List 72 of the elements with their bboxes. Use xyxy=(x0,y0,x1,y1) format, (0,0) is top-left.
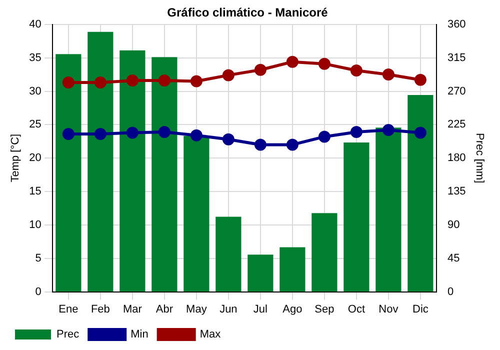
x-tick-label: Dic xyxy=(412,303,429,316)
x-tick-label: Nov xyxy=(378,303,399,316)
point xyxy=(62,128,74,140)
y2-tick-label: 0 xyxy=(447,286,454,298)
bar xyxy=(408,94,434,292)
point xyxy=(414,126,426,139)
bar xyxy=(152,57,178,292)
bar xyxy=(216,216,242,292)
point xyxy=(414,74,426,86)
point xyxy=(94,76,106,89)
point xyxy=(190,75,202,88)
point xyxy=(350,126,362,138)
point xyxy=(382,68,394,81)
bar xyxy=(376,128,402,292)
y2-tick-label: 315 xyxy=(447,52,466,64)
y2-tick-label: 90 xyxy=(447,218,460,231)
y-tick-label: 20 xyxy=(29,152,42,164)
point xyxy=(222,69,234,82)
y2-tick-label: 270 xyxy=(447,85,466,98)
point xyxy=(318,130,330,143)
x-tick-label: May xyxy=(186,303,208,316)
y-tick-label: 0 xyxy=(35,286,42,298)
point xyxy=(286,56,298,68)
x-tick-label: Feb xyxy=(90,303,110,316)
x-tick-label: Oct xyxy=(348,303,366,316)
bar xyxy=(88,32,114,292)
bar xyxy=(312,213,338,292)
bar xyxy=(120,50,146,292)
point xyxy=(62,76,74,89)
point xyxy=(222,133,234,146)
y-axis-title: Temp [°C] xyxy=(10,134,22,182)
x-tick-label: Sep xyxy=(314,303,334,316)
point xyxy=(190,129,202,142)
x-tick-label: Ene xyxy=(58,303,78,316)
point xyxy=(158,126,170,138)
y2-tick-label: 45 xyxy=(447,252,460,264)
legend-label: Min xyxy=(130,328,148,341)
y2-axis-title: Prec [mm] xyxy=(473,133,486,184)
legend-label: Prec xyxy=(56,328,80,341)
y-tick-label: 5 xyxy=(35,252,42,264)
y-tick-label: 30 xyxy=(29,85,42,98)
point xyxy=(382,124,394,136)
bar xyxy=(248,254,274,292)
chart-title: Gráfico climático - Manicoré xyxy=(167,6,328,20)
x-tick-label: Abr xyxy=(156,303,174,316)
bar xyxy=(184,136,210,292)
x-tick-label: Jul xyxy=(253,303,268,316)
bar xyxy=(280,247,306,292)
y2-tick-label: 225 xyxy=(447,118,466,131)
x-tick-label: Mar xyxy=(122,303,142,316)
y2-tick-label: 180 xyxy=(447,152,466,164)
point xyxy=(158,74,170,87)
x-tick-label: Ago xyxy=(282,303,302,316)
point xyxy=(350,64,362,77)
point xyxy=(318,58,330,70)
y-tick-label: 15 xyxy=(29,186,42,198)
y-tick-label: 10 xyxy=(29,218,42,231)
y2-tick-label: 135 xyxy=(447,186,466,198)
point xyxy=(126,74,138,87)
y2-tick-label: 360 xyxy=(447,18,466,30)
point xyxy=(254,64,266,76)
y-tick-label: 40 xyxy=(29,18,42,30)
point xyxy=(254,138,266,151)
y-tick-label: 35 xyxy=(29,52,42,64)
y-tick-label: 25 xyxy=(29,118,42,131)
point xyxy=(94,128,106,140)
point xyxy=(286,138,298,151)
point xyxy=(126,126,138,139)
bar xyxy=(344,142,370,292)
legend-label: Max xyxy=(200,328,222,341)
bar xyxy=(56,54,82,292)
x-tick-label: Jun xyxy=(220,303,238,316)
